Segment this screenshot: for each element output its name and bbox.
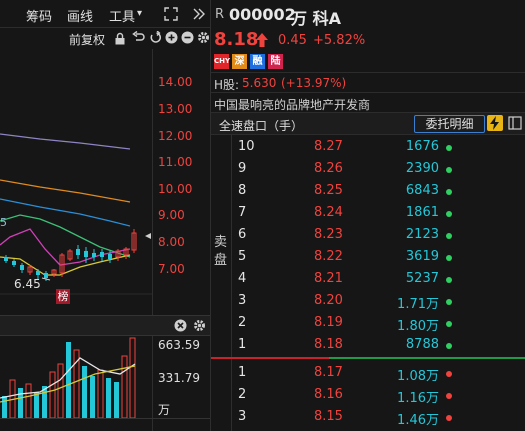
ma-line-magenta <box>0 228 131 266</box>
volume-max-tick: 663.59 <box>158 338 200 352</box>
toolbar-bottom-line <box>0 27 210 28</box>
ma-line-yellow <box>0 254 131 276</box>
price-tick: 14.00 <box>158 75 193 89</box>
price-tick: 10.00 <box>158 182 193 196</box>
badge-lu[interactable]: 陆 <box>268 54 283 69</box>
ask-row-6[interactable]: 6 8.23 2123 <box>211 224 525 246</box>
panel-divider <box>210 0 211 431</box>
volume-bottom-line <box>0 418 210 419</box>
volume-settings-gear-icon[interactable] <box>193 319 206 332</box>
volume-ma-yellow <box>0 365 136 403</box>
close-icon[interactable] <box>174 319 187 332</box>
ask-row-1[interactable]: 1 8.18 8788 <box>211 334 525 356</box>
volume-mid-tick: 331.79 <box>158 371 200 385</box>
stock-code: 000002 <box>229 5 296 24</box>
price-tick: 9.00 <box>158 208 185 222</box>
badge-shen[interactable]: 深 <box>232 54 247 69</box>
order-detail-button[interactable]: 委托明细 <box>414 115 485 133</box>
price-tick: 7.00 <box>158 262 185 276</box>
bid-ask-split-red <box>211 357 329 359</box>
tools-chevron-down-icon[interactable]: ▾ <box>137 8 143 19</box>
ma-line-green <box>0 214 131 258</box>
volume-unit-label: 万 <box>158 403 171 417</box>
adjust-mode-label[interactable]: 前复权 <box>69 33 106 47</box>
volume-header-top-line <box>0 315 210 316</box>
bid-ask-split-green <box>329 357 525 359</box>
sell-side-label-1: 卖 <box>214 235 228 250</box>
price-tick: 12.00 <box>158 129 193 143</box>
ask-row-3[interactable]: 3 8.20 1.71万 <box>211 290 525 312</box>
settings-gear-icon[interactable] <box>197 31 210 44</box>
h-share-price[interactable]: 5.630 <box>242 76 277 90</box>
company-description: 中国最响亮的品牌地产开发商 <box>214 98 371 112</box>
zoom-in-icon[interactable] <box>165 31 178 44</box>
price-change-percent: +5.82% <box>313 33 366 48</box>
expand-icon[interactable] <box>163 6 179 22</box>
header-separator <box>211 72 525 73</box>
volume-header <box>0 316 210 335</box>
header-separator-2 <box>211 92 525 93</box>
price-up-arrow-icon <box>256 33 268 47</box>
volume-chart[interactable] <box>0 336 152 418</box>
stock-prefix: R <box>215 7 225 22</box>
header-separator-3 <box>211 112 525 113</box>
bid-row-2[interactable]: 2 8.16 1.16万 <box>211 384 525 406</box>
badge-chy[interactable]: CHY <box>214 54 230 69</box>
price-tick: 11.00 <box>158 155 193 169</box>
candlestick-chart[interactable]: 5 6.45 榜 <box>0 49 152 315</box>
low-price-label: 6.45 <box>14 277 41 291</box>
ask-row-5[interactable]: 5 8.22 3619 <box>211 246 525 268</box>
ask-row-8[interactable]: 8 8.25 6843 <box>211 180 525 202</box>
tab-full-speed-orderbook[interactable]: 全速盘口（手） <box>219 119 304 133</box>
ask-row-10[interactable]: 10 8.27 1676 <box>211 136 525 158</box>
candles <box>4 229 137 281</box>
price-tick: 8.00 <box>158 235 185 249</box>
price-change: 0.45 <box>278 33 307 48</box>
collapse-panel-icon[interactable] <box>191 6 205 22</box>
rank-badge[interactable]: 榜 <box>56 289 70 304</box>
lock-icon[interactable] <box>114 32 126 45</box>
ask-row-9[interactable]: 9 8.26 2390 <box>211 158 525 180</box>
chart-axis-line <box>152 49 153 315</box>
ma-value-label: 5 <box>0 216 7 229</box>
price-tick: 13.00 <box>158 102 193 116</box>
stock-name: 万 科A <box>291 9 341 28</box>
chips-menu[interactable]: 筹码 <box>26 10 53 25</box>
orderbook: 卖 盘 10 8.27 1676 9 8.26 2390 8 8.25 6843 7 8.24… <box>211 135 525 431</box>
volume-bars <box>2 337 136 418</box>
ma-line-blue <box>0 198 131 227</box>
ask-row-4[interactable]: 4 8.21 5237 <box>211 268 525 290</box>
panel-toggle-icon[interactable] <box>508 116 522 130</box>
undo-icon[interactable] <box>132 31 145 44</box>
ma-line-mid <box>0 179 131 203</box>
orderbook-side-divider <box>231 135 232 431</box>
redo-icon[interactable] <box>150 31 163 44</box>
ask-row-2[interactable]: 2 8.19 1.80万 <box>211 312 525 334</box>
h-share-label: H股: <box>214 78 240 92</box>
last-price: 8.18 <box>214 29 259 50</box>
current-price-marker-icon <box>145 233 151 239</box>
bid-row-3[interactable]: 3 8.15 1.46万 <box>211 406 525 428</box>
draw-line-menu[interactable]: 画线 <box>67 10 94 25</box>
ma-line-long <box>0 133 131 150</box>
tabbar-bottom-line <box>211 134 525 135</box>
ask-row-7[interactable]: 7 8.24 1861 <box>211 202 525 224</box>
orderbook-tabbar <box>211 113 525 134</box>
badge-rong[interactable]: 融 <box>250 54 265 69</box>
volume-header-bottom-line <box>0 335 210 336</box>
sell-side-label-2: 盘 <box>214 253 228 268</box>
tools-menu[interactable]: 工具 <box>109 10 136 25</box>
volume-axis-line <box>152 336 153 431</box>
zoom-out-icon[interactable] <box>181 31 194 44</box>
lightning-icon[interactable] <box>487 115 503 131</box>
bid-row-1[interactable]: 1 8.17 1.08万 <box>211 362 525 384</box>
volume-ma-white <box>0 357 136 399</box>
h-share-percent: (+13.97%) <box>281 76 347 90</box>
